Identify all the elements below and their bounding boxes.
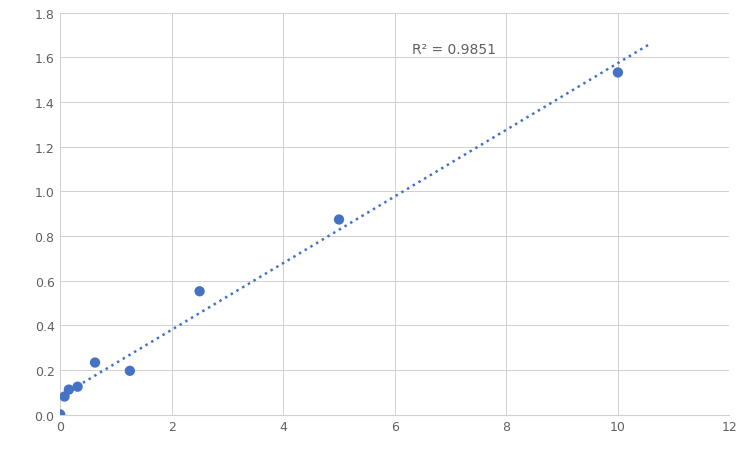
Point bbox=[71, 383, 83, 391]
Point bbox=[89, 359, 101, 366]
Text: R² = 0.9851: R² = 0.9851 bbox=[411, 42, 496, 56]
Point bbox=[124, 368, 136, 375]
Point bbox=[59, 393, 71, 400]
Point bbox=[333, 216, 345, 224]
Point bbox=[193, 288, 205, 295]
Point bbox=[612, 70, 624, 77]
Point bbox=[54, 411, 66, 418]
Point bbox=[63, 386, 75, 393]
